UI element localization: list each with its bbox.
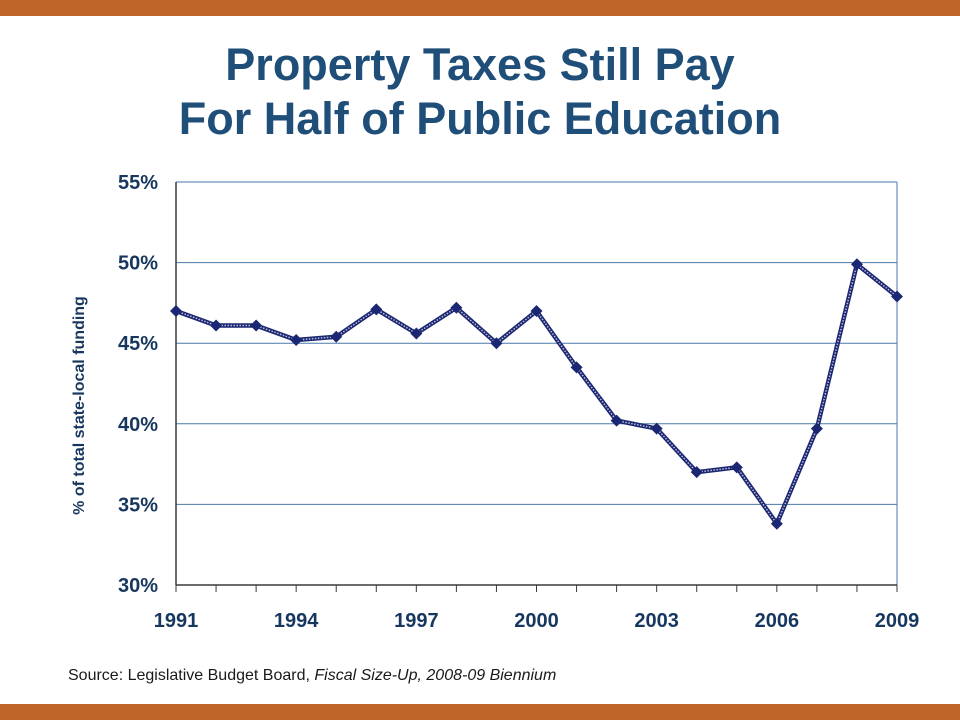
data-point-marker xyxy=(770,517,783,530)
x-tick-label: 1997 xyxy=(394,610,439,632)
data-point-marker xyxy=(810,422,823,435)
y-axis-title: % of total state-local funding xyxy=(71,296,88,515)
x-tick-label: 1994 xyxy=(274,610,319,632)
slide-title: Property Taxes Still Pay For Half of Pub… xyxy=(0,38,960,146)
data-point-marker xyxy=(370,303,383,316)
data-point-marker xyxy=(290,333,303,346)
data-point-marker xyxy=(690,466,703,479)
data-point-marker xyxy=(891,290,903,303)
x-tick-label: 1991 xyxy=(154,610,199,632)
data-point-marker xyxy=(610,414,623,427)
data-point-marker xyxy=(730,461,743,474)
source-title: Fiscal Size-Up, 2008-09 Biennium xyxy=(314,667,557,684)
data-point-marker xyxy=(650,422,663,435)
data-point-marker xyxy=(170,304,182,317)
data-point-marker xyxy=(410,327,423,340)
data-point-marker xyxy=(330,330,343,343)
top-accent-bar xyxy=(0,0,960,16)
y-tick-label: 45% xyxy=(118,333,158,355)
line-chart: 30% 35% 40% 45% 50% 55% 1991 1994 1997 2000 2003 20… xyxy=(71,172,920,632)
y-tick-label: 30% xyxy=(118,575,158,597)
x-tick-label: 2000 xyxy=(514,610,559,632)
y-tick-label: 35% xyxy=(118,494,158,516)
title-line-2: For Half of Public Education xyxy=(178,93,782,144)
source-note: Source: Legislative Budget Board, Fiscal… xyxy=(68,667,556,685)
data-point-marker xyxy=(210,319,223,332)
data-point-marker xyxy=(250,319,263,332)
series-line-texture xyxy=(175,262,898,526)
x-tick-label: 2006 xyxy=(755,610,800,632)
data-point-marker xyxy=(570,361,583,374)
y-tick-label: 40% xyxy=(118,414,158,436)
y-tick-label: 55% xyxy=(118,172,158,194)
title-line-1: Property Taxes Still Pay xyxy=(225,39,735,90)
data-point-marker xyxy=(490,337,503,350)
x-tick-label: 2003 xyxy=(634,610,679,632)
series-line xyxy=(175,261,899,526)
bottom-accent-bar xyxy=(0,704,960,720)
x-tick-label: 2009 xyxy=(875,610,920,632)
data-point-marker xyxy=(450,301,463,314)
source-prefix: Source: Legislative Budget Board, xyxy=(68,667,315,684)
data-point-marker xyxy=(530,304,543,317)
data-point-marker xyxy=(850,258,863,271)
y-tick-label: 50% xyxy=(118,253,158,275)
